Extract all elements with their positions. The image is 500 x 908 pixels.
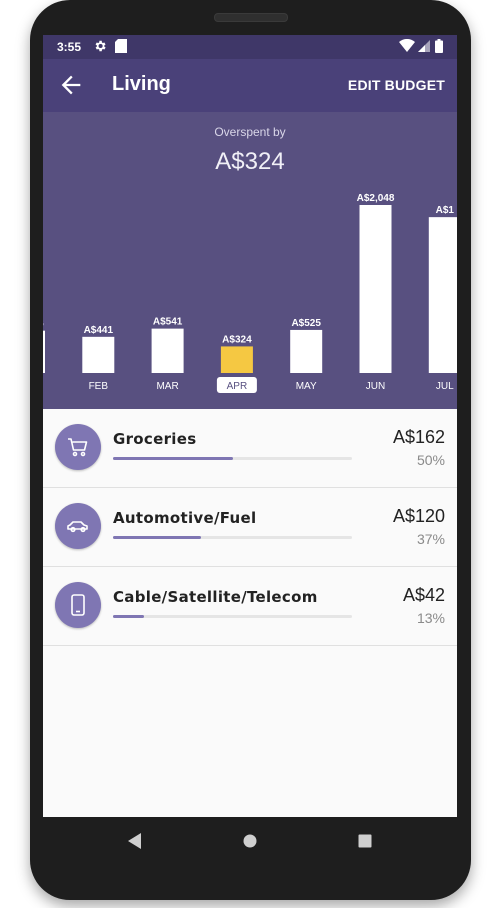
- bar-value-label: A$1: [436, 205, 455, 216]
- list-item[interactable]: Cable/Satellite/Telecom A$42 13%: [43, 567, 457, 646]
- bar-value-label: A$2,048: [357, 193, 395, 204]
- status-time: 3:55: [57, 40, 82, 54]
- bar-value-label: A$525: [291, 318, 321, 329]
- back-triangle-icon[interactable]: [127, 832, 143, 855]
- progress-track: [113, 615, 352, 618]
- category-amount: A$120: [392, 506, 445, 526]
- app-bar: Living EDIT BUDGET: [43, 59, 457, 112]
- progress-fill: [113, 536, 202, 539]
- month-label[interactable]: APR: [227, 381, 248, 392]
- progress-track: [113, 536, 352, 539]
- screen: 3:55 Living EDIT BUDGET: [43, 35, 457, 817]
- edit-budget-button[interactable]: EDIT BUDGET: [347, 77, 445, 93]
- back-arrow-icon[interactable]: [57, 71, 85, 99]
- signal-icon: [418, 39, 430, 56]
- category-percent: 13%: [416, 610, 445, 626]
- list-item[interactable]: Automotive/Fuel A$120 37%: [43, 488, 457, 567]
- cart-icon: [55, 424, 101, 470]
- month-label[interactable]: MAR: [156, 381, 178, 392]
- list-item[interactable]: Groceries A$162 50%: [43, 409, 457, 488]
- chart-bar[interactable]: [151, 328, 184, 373]
- phone-frame: 3:55 Living EDIT BUDGET: [30, 0, 471, 900]
- settings-status-icon: [93, 39, 107, 56]
- chart-bar[interactable]: [428, 217, 457, 373]
- bar-value-label: A$324: [222, 334, 252, 345]
- bar-value-label: A$541: [153, 317, 183, 328]
- progress-fill: [113, 457, 233, 460]
- category-name: Cable/Satellite/Telecom: [113, 588, 318, 606]
- month-label[interactable]: JUN: [366, 381, 385, 392]
- battery-icon: [435, 39, 443, 56]
- budget-summary: A$516JANA$441FEBA$541MARA$324APRA$525MAY…: [43, 112, 457, 409]
- selected-month-pill: [216, 377, 257, 393]
- month-label[interactable]: MAY: [296, 381, 317, 392]
- phone-icon: [55, 582, 101, 628]
- speaker-grille: [214, 13, 288, 22]
- bar-value-label: A$516: [43, 319, 44, 330]
- page-title: Living: [112, 73, 171, 95]
- category-percent: 37%: [416, 531, 445, 547]
- chart-bar[interactable]: [220, 346, 253, 373]
- car-icon: [55, 503, 101, 549]
- category-percent: 50%: [416, 452, 445, 468]
- category-amount: A$42: [402, 585, 445, 605]
- category-list: Groceries A$162 50% Automotive/Fuel A$12…: [43, 409, 457, 646]
- recents-square-icon[interactable]: [357, 832, 373, 855]
- monthly-spending-chart: A$516JANA$441FEBA$541MARA$324APRA$525MAY…: [43, 193, 457, 393]
- month-label[interactable]: FEB: [89, 381, 109, 392]
- category-name: Groceries: [113, 430, 197, 448]
- month-label[interactable]: JUL: [436, 381, 454, 392]
- chart-bar[interactable]: [82, 336, 115, 373]
- category-name: Automotive/Fuel: [113, 509, 257, 527]
- sd-card-status-icon: [115, 39, 127, 56]
- chart-bar[interactable]: [290, 329, 323, 373]
- category-amount: A$162: [392, 427, 445, 447]
- overspent-amount: A$324: [215, 148, 285, 175]
- chart-bar[interactable]: [359, 205, 392, 373]
- home-circle-icon[interactable]: [242, 832, 258, 855]
- navigation-bar: [30, 817, 471, 867]
- progress-fill: [113, 615, 145, 618]
- status-bar: 3:55: [43, 35, 457, 59]
- bar-value-label: A$441: [84, 325, 114, 336]
- progress-track: [113, 457, 352, 460]
- chart-bar[interactable]: [43, 330, 45, 373]
- overspent-label: Overspent by: [214, 125, 286, 139]
- wifi-icon: [399, 38, 415, 56]
